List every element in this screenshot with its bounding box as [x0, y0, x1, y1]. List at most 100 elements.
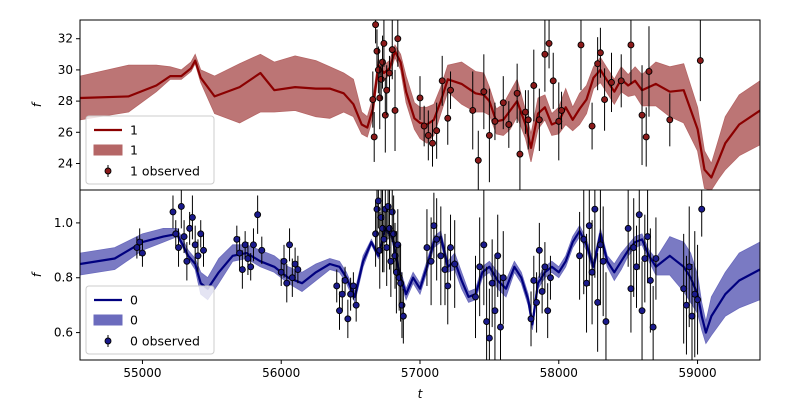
bottom-point-marker	[441, 266, 449, 273]
top-observed-point	[429, 119, 436, 167]
bottom-point-marker	[349, 282, 357, 290]
top-observed-point	[513, 63, 521, 123]
bottom-point-marker	[392, 268, 400, 276]
bottom-xtick-label: 57000	[401, 366, 439, 380]
top-point-marker	[666, 116, 674, 124]
bottom-observed-point	[172, 220, 180, 248]
bottom-point-marker	[397, 279, 405, 287]
bottom-observed-point	[546, 255, 554, 300]
bottom-observed-point	[341, 266, 349, 295]
panel-bottom: 0.6 0.8 1.0 55000 56000 57000 58000 59000 f t 0…	[30, 189, 761, 400]
top-observed-point	[474, 130, 482, 190]
top-observed-point	[524, 90, 532, 150]
top-observed-point	[530, 49, 538, 122]
bottom-point-marker	[433, 235, 441, 243]
bottom-point-marker	[541, 263, 549, 271]
bottom-point-marker	[488, 279, 496, 287]
bottom-observed-point	[430, 192, 438, 259]
bottom-point-marker	[372, 230, 380, 238]
bottom-point-marker	[377, 213, 385, 221]
bottom-point-marker	[472, 293, 479, 301]
bottom-point-marker	[599, 257, 607, 265]
top-observed-point	[369, 71, 377, 128]
bottom-xlabel: t	[418, 387, 424, 400]
bottom-observed-point	[530, 255, 538, 306]
bottom-observed-point	[691, 231, 699, 358]
bottom-mean-line	[80, 227, 760, 334]
bottom-observed-point	[197, 220, 205, 248]
bottom-point-marker	[437, 252, 445, 260]
bottom-observed-point	[333, 269, 341, 303]
top-line-layer	[80, 50, 760, 179]
bottom-observed-point	[194, 239, 202, 273]
bottom-point-marker	[399, 312, 407, 320]
bottom-point-marker	[398, 301, 406, 309]
top-observed-point	[416, 76, 424, 120]
top-observed-point	[433, 102, 441, 159]
bottom-observed-point	[638, 261, 646, 360]
bottom-point-marker	[175, 244, 182, 252]
bottom-point-marker	[188, 213, 196, 221]
bottom-point-marker	[336, 307, 343, 315]
bottom-observed-point	[238, 250, 246, 289]
bottom-point-marker	[544, 307, 552, 315]
top-point-marker	[499, 99, 507, 107]
bottom-observed-point	[596, 190, 604, 306]
bottom-observed-point	[480, 190, 488, 306]
top-ytick-label: 32	[58, 32, 73, 46]
bottom-point-marker	[602, 318, 610, 326]
bottom-observed-point	[494, 214, 502, 297]
top-point-marker	[608, 78, 615, 86]
top-point-marker	[577, 41, 585, 49]
bottom-legend-band-swatch	[93, 314, 123, 326]
top-point-marker	[444, 114, 452, 122]
bottom-point-marker	[374, 197, 382, 205]
bottom-observed-point	[630, 198, 638, 297]
bottom-point-marker	[694, 296, 702, 304]
top-point-marker	[645, 68, 653, 75]
bottom-observed-point	[476, 217, 484, 317]
top-point-marker	[388, 46, 396, 54]
top-ytick-label: 30	[58, 63, 73, 77]
bottom-point-marker	[395, 274, 403, 282]
top-point-marker	[596, 49, 604, 57]
top-legend-label: 1	[130, 143, 138, 158]
top-observed-point	[594, 37, 602, 91]
top-observed-point	[608, 52, 615, 113]
top-observed-point	[424, 110, 432, 161]
bottom-point-marker	[633, 263, 640, 271]
panel-top: 24 26 28 30 32 f 1 1 1 observed	[30, 19, 761, 191]
bottom-observed-point	[627, 244, 635, 333]
top-observed-point	[642, 107, 650, 167]
bottom-point-marker	[491, 307, 499, 315]
bottom-point-marker	[685, 263, 693, 271]
bottom-point-marker	[200, 246, 207, 254]
bottom-point-marker	[373, 205, 381, 213]
top-observed-point	[577, 20, 585, 91]
bottom-point-marker	[691, 290, 699, 298]
top-observed-point	[541, 20, 549, 92]
top-point-marker	[530, 82, 538, 89]
top-observed-point	[370, 112, 378, 162]
top-observed-point	[549, 52, 557, 109]
bottom-point-marker	[588, 268, 596, 276]
bottom-point-marker	[535, 246, 543, 254]
top-point-marker	[627, 41, 635, 49]
bottom-point-marker	[546, 274, 554, 282]
top-legend-box	[85, 115, 215, 185]
bottom-observed-point	[244, 242, 252, 275]
bottom-observed-point	[280, 244, 288, 278]
top-point-marker	[541, 50, 549, 58]
bottom-observed-point	[258, 236, 266, 265]
bottom-observed-point	[688, 264, 696, 360]
bottom-observed-point	[183, 242, 191, 281]
bottom-observed-point	[241, 231, 249, 259]
top-point-marker	[420, 122, 428, 130]
bottom-point-marker	[383, 244, 391, 252]
bottom-observed-point	[472, 255, 479, 339]
top-observed-point	[601, 68, 609, 131]
bottom-point-marker	[576, 252, 584, 260]
top-point-marker	[394, 35, 402, 43]
top-point-marker	[535, 116, 543, 124]
